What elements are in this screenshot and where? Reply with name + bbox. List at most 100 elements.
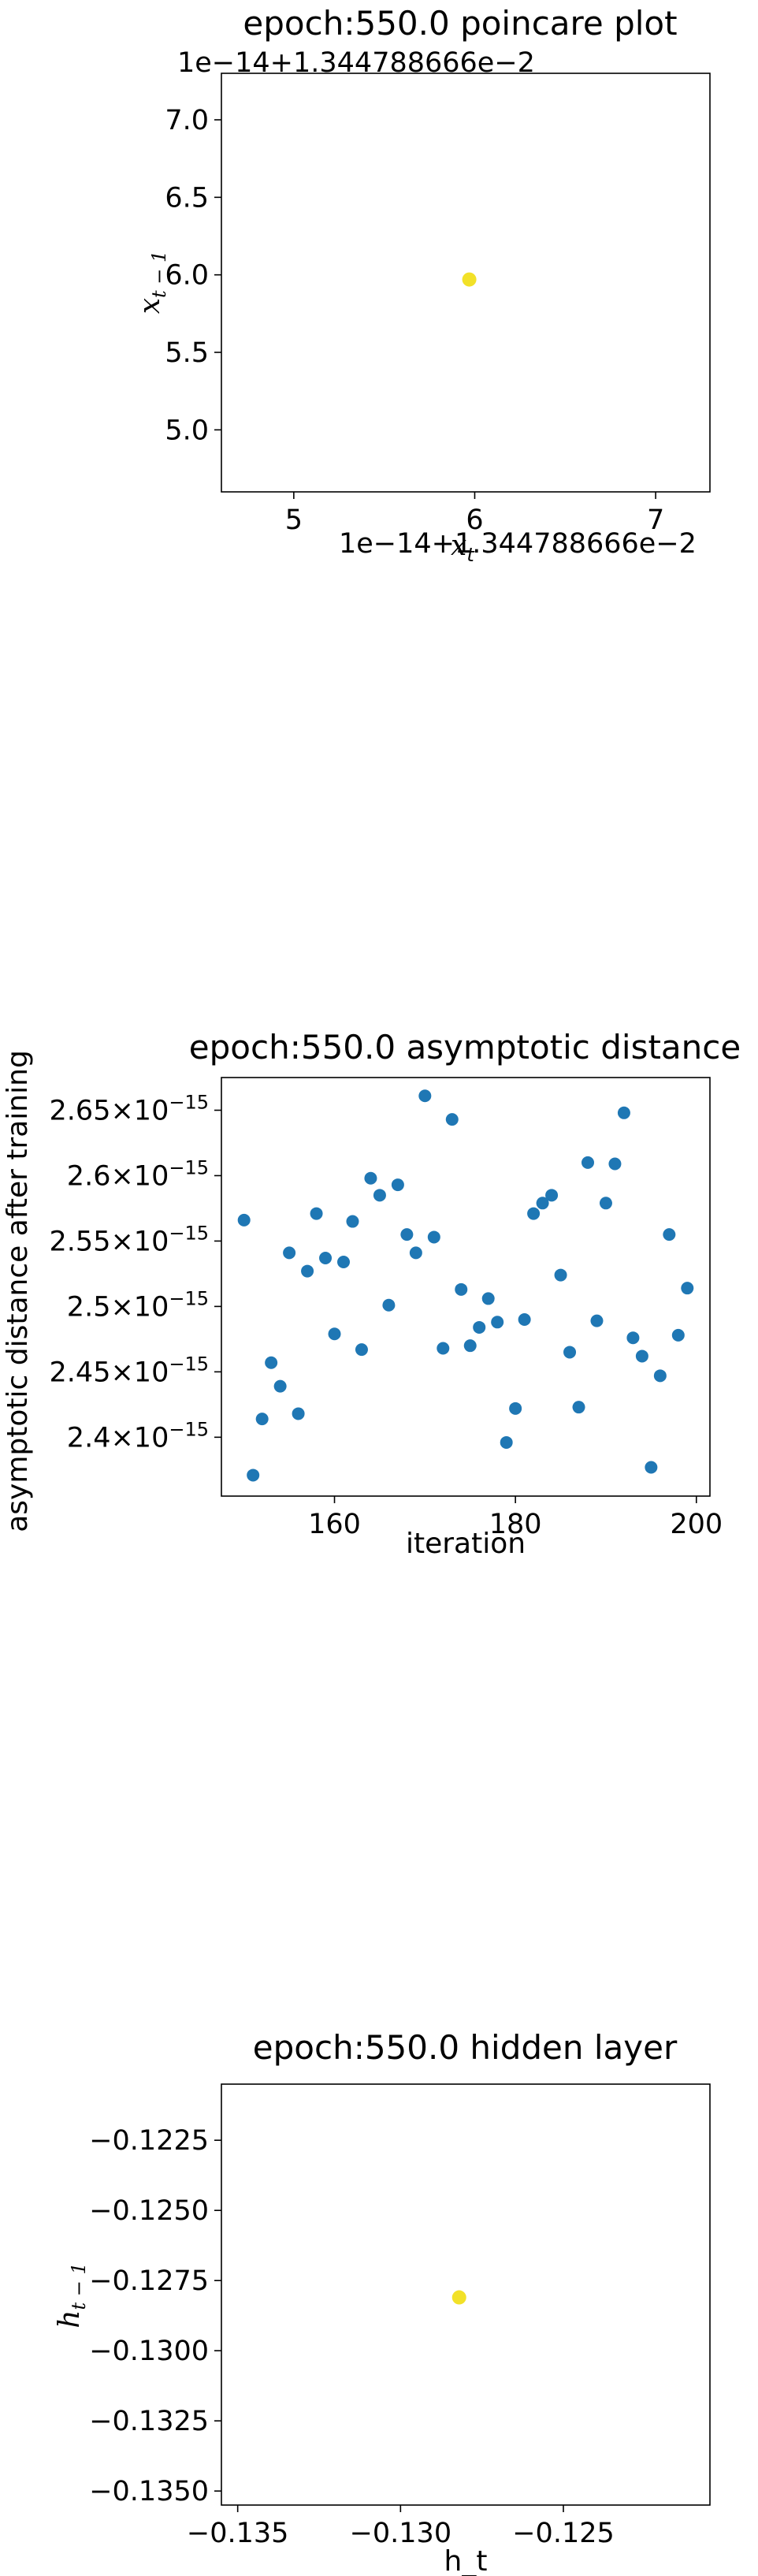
data-points (462, 272, 477, 287)
data-point (273, 1379, 287, 1393)
x-tick-label: −0.135 (187, 2518, 289, 2549)
data-point (364, 1171, 377, 1185)
data-point (599, 1197, 612, 1210)
data-point (409, 1246, 422, 1260)
y-tick-label: −0.1300 (89, 2336, 209, 2367)
data-point (545, 1189, 559, 1202)
y-offset-text: 1e−14+1.344788666e−2 (177, 47, 535, 79)
x-axis-label: h_t (444, 2545, 488, 2576)
y-tick-label: −0.1250 (89, 2195, 209, 2227)
data-point (617, 1106, 630, 1119)
data-point (283, 1246, 296, 1260)
poincare-plot-chart: epoch:550.0 poincare plot 1e−14+1.344788… (134, 4, 711, 566)
data-point (400, 1228, 414, 1241)
data-point (626, 1331, 640, 1345)
data-point (455, 1282, 468, 1296)
data-point (681, 1282, 694, 1295)
data-points (237, 1089, 694, 1482)
y-tick-label: −0.1225 (89, 2125, 209, 2157)
data-point (462, 272, 477, 287)
data-point (572, 1401, 585, 1414)
x-axis-label: iteration (406, 1528, 526, 1560)
x-tick-label: 200 (670, 1509, 723, 1540)
y-tick-label: 2.45×10−15 (50, 1353, 209, 1388)
data-point (310, 1207, 323, 1220)
y-axis-label: asymptotic distance after training (2, 1050, 34, 1532)
data-point (563, 1346, 577, 1359)
plot-area (221, 73, 711, 493)
data-point (346, 1215, 359, 1228)
data-point (653, 1369, 667, 1383)
x-tick-label: −0.125 (512, 2518, 615, 2549)
data-point (518, 1312, 531, 1326)
y-tick-label: −0.1325 (89, 2406, 209, 2437)
asymptotic-distance-chart: epoch:550.0 asymptotic distance 2.4×10−1… (2, 1028, 741, 1560)
x-tick-label: 160 (308, 1509, 361, 1540)
x-tick-label: 7 (647, 504, 664, 536)
data-point (265, 1356, 278, 1369)
data-point (437, 1342, 450, 1355)
x-axis-ticks: −0.135 −0.130 −0.125 (187, 2505, 615, 2549)
y-tick-label: 5.0 (165, 415, 209, 446)
data-point (536, 1197, 549, 1210)
chart-title: epoch:550.0 asymptotic distance (189, 1028, 741, 1067)
y-tick-label: 2.6×10−15 (67, 1156, 209, 1192)
data-point (319, 1251, 333, 1264)
y-axis-ticks: 2.4×10−15 2.45×10−15 2.5×10−15 2.55×10−15 2.… (50, 1091, 221, 1454)
y-axis-label: xt − 1 (134, 251, 170, 315)
data-point (427, 1230, 440, 1244)
y-tick-label: 5.5 (165, 337, 209, 369)
y-tick-label: 6.0 (165, 260, 209, 292)
data-point (509, 1402, 522, 1415)
data-point (582, 1156, 594, 1169)
data-point (247, 1469, 260, 1482)
data-point (328, 1327, 341, 1341)
data-point (527, 1207, 541, 1220)
x-tick-label: 180 (489, 1509, 542, 1540)
data-point (635, 1349, 648, 1363)
data-point (463, 1339, 477, 1353)
y-tick-label: −0.1350 (89, 2476, 209, 2507)
data-point (391, 1178, 404, 1192)
data-point (355, 1343, 368, 1357)
y-tick-label: 2.55×10−15 (50, 1222, 209, 1257)
x-tick-label: 5 (285, 504, 303, 536)
chart-title: epoch:550.0 poincare plot (243, 4, 677, 43)
y-axis-ticks: 5.0 5.5 6.0 6.5 7.0 (165, 105, 221, 446)
plot-area (221, 1077, 711, 1497)
y-axis-ticks: −0.1350 −0.1325 −0.1300 −0.1275 −0.1250 −0.12… (89, 2125, 221, 2507)
data-point (337, 1255, 350, 1268)
plot-area (221, 2083, 711, 2506)
data-point (418, 1089, 432, 1103)
x-axis-ticks: 5 6 7 (285, 492, 664, 536)
data-point (608, 1157, 622, 1171)
x-tick-label: −0.130 (350, 2518, 452, 2549)
data-point (292, 1407, 305, 1420)
data-point (491, 1316, 504, 1329)
y-axis-label: ht − 1 (54, 2262, 90, 2328)
data-point (473, 1320, 486, 1334)
x-tick-label: 6 (466, 504, 483, 536)
data-point (301, 1264, 314, 1278)
data-point (373, 1189, 386, 1202)
chart-title: epoch:550.0 hidden layer (253, 2028, 678, 2067)
data-point (237, 1213, 251, 1227)
data-point (445, 1113, 459, 1126)
data-point (255, 1413, 269, 1426)
data-point (554, 1268, 567, 1282)
x-offset-text: 1e−14+1.344788666e−2 (339, 528, 697, 560)
data-points (451, 2290, 466, 2305)
hidden-layer-chart: epoch:550.0 hidden layer −0.1350−0.1325−… (54, 2028, 711, 2576)
y-tick-label: 6.5 (165, 182, 209, 214)
data-point (645, 1461, 658, 1474)
y-tick-label: 2.5×10−15 (67, 1287, 209, 1323)
data-point (500, 1435, 513, 1449)
y-tick-label: −0.1275 (89, 2265, 209, 2297)
data-point (481, 1292, 495, 1305)
data-point (590, 1314, 604, 1327)
y-tick-label: 7.0 (165, 105, 209, 136)
y-tick-label: 2.4×10−15 (67, 1418, 209, 1454)
y-tick-label: 2.65×10−15 (50, 1091, 209, 1126)
data-point (671, 1328, 685, 1342)
data-point (663, 1228, 676, 1241)
